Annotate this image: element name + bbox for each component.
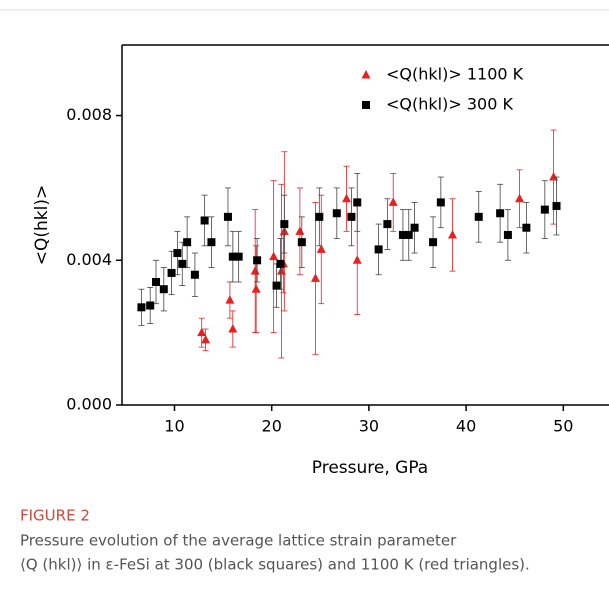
y-tick-label: 0.008	[66, 105, 112, 124]
square-marker	[173, 249, 182, 258]
square-marker	[332, 209, 341, 218]
triangle-marker	[515, 193, 525, 203]
square-marker	[383, 220, 392, 229]
square-marker	[159, 285, 168, 294]
legend-marker	[362, 101, 370, 109]
square-marker	[234, 252, 243, 261]
square-marker	[146, 301, 155, 310]
square-marker	[474, 212, 483, 221]
caption-label: FIGURE 2	[20, 507, 90, 525]
triangle-marker	[276, 266, 286, 275]
square-marker	[503, 230, 512, 239]
triangle-marker	[549, 172, 559, 181]
triangle-marker	[310, 273, 320, 282]
square-marker	[297, 238, 306, 247]
square-marker	[347, 212, 356, 221]
triangle-marker	[228, 324, 238, 333]
x-tick-label: 40	[456, 417, 476, 436]
square-marker	[272, 281, 281, 290]
square-marker	[253, 256, 262, 265]
x-tick-label: 50	[553, 417, 573, 436]
triangle-marker	[269, 251, 279, 261]
square-marker	[167, 268, 176, 277]
square-marker	[552, 202, 561, 211]
square-marker	[200, 216, 209, 225]
square-marker	[404, 230, 413, 239]
square-marker	[183, 238, 192, 247]
square-marker	[276, 259, 285, 268]
y-axis-label: <Q(hkl)>	[32, 185, 52, 265]
square-marker	[228, 252, 237, 261]
x-tick-label: 10	[164, 417, 184, 436]
square-marker	[540, 205, 549, 214]
square-marker	[436, 198, 445, 207]
square-marker	[398, 230, 407, 239]
triangle-marker	[316, 244, 326, 253]
square-marker	[207, 238, 216, 247]
square-marker	[496, 209, 505, 218]
square-marker	[315, 212, 324, 221]
x-tick-label: 30	[359, 417, 379, 436]
triangle-marker	[201, 334, 211, 344]
square-marker	[178, 259, 187, 268]
x-tick-label: 20	[262, 417, 282, 436]
triangle-marker	[388, 197, 398, 206]
triangle-marker	[251, 284, 261, 293]
caption-line: ⟨Q (hkl)⟩ in ε-FeSi at 300 (black square…	[20, 556, 530, 574]
triangle-marker	[352, 255, 362, 264]
y-tick-label: 0.000	[66, 395, 112, 414]
caption-line: Pressure evolution of the average lattic…	[20, 532, 457, 550]
square-marker	[190, 270, 199, 279]
legend-label: <Q(hkl)> 300 K	[386, 95, 513, 114]
legend-label: <Q(hkl)> 1100 K	[386, 65, 524, 84]
triangle-marker	[250, 266, 260, 275]
square-marker	[353, 198, 362, 207]
square-marker	[410, 223, 419, 232]
triangle-marker	[197, 327, 207, 337]
square-marker	[280, 220, 289, 229]
triangle-marker	[447, 229, 457, 239]
square-marker	[223, 212, 232, 221]
square-marker	[522, 223, 531, 232]
legend-marker	[361, 70, 371, 79]
y-tick-label: 0.004	[66, 250, 112, 269]
square-marker	[137, 303, 146, 312]
square-marker	[374, 245, 383, 254]
square-marker	[429, 238, 438, 247]
square-marker	[152, 277, 161, 286]
triangle-marker	[295, 226, 305, 235]
x-axis-label: Pressure, GPa	[312, 458, 428, 478]
triangle-marker	[225, 295, 235, 304]
triangle-marker	[342, 193, 352, 203]
